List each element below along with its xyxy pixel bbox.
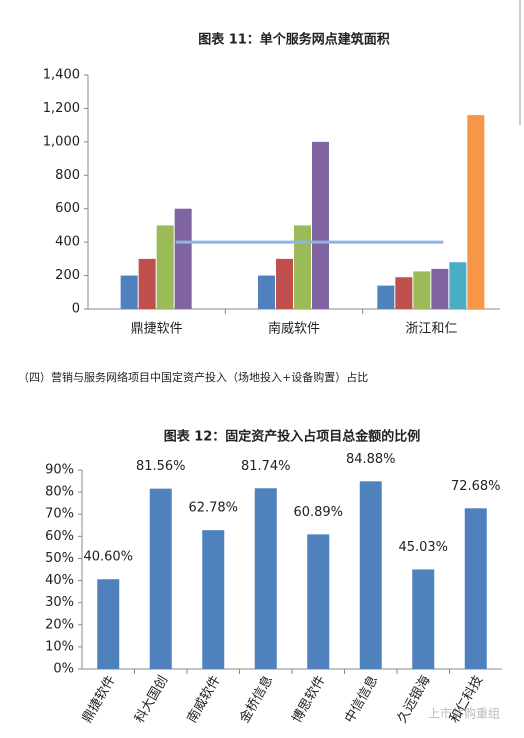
value-label: 72.68% bbox=[451, 479, 501, 494]
bar bbox=[294, 225, 311, 309]
y-tick-label: 0% bbox=[53, 662, 74, 677]
bar bbox=[149, 488, 172, 669]
bar bbox=[464, 508, 487, 669]
x-tick-label: 博思软件 bbox=[290, 673, 329, 726]
bar bbox=[138, 258, 156, 309]
bar bbox=[258, 275, 275, 309]
y-tick-label: 1,400 bbox=[43, 68, 80, 83]
bar bbox=[97, 579, 120, 669]
value-label: 40.60% bbox=[83, 550, 133, 565]
bar bbox=[156, 225, 174, 309]
y-tick-label: 800 bbox=[55, 168, 80, 183]
value-label: 45.03% bbox=[398, 540, 448, 555]
x-tick-label: 浙江和仁 bbox=[405, 322, 457, 337]
bar bbox=[412, 569, 435, 669]
y-tick-label: 40% bbox=[45, 573, 74, 588]
bar bbox=[276, 258, 293, 309]
x-tick-label: 南威软件 bbox=[268, 321, 320, 337]
x-tick-label: 鼎捷软件 bbox=[80, 673, 119, 726]
y-tick-label: 90% bbox=[45, 463, 74, 478]
bar bbox=[431, 268, 449, 309]
chart-title: 图表 11：单个服务网点建筑面积 bbox=[198, 32, 390, 48]
x-tick-label: 中信信息 bbox=[341, 673, 381, 726]
bar bbox=[395, 277, 413, 309]
y-tick-label: 20% bbox=[45, 617, 74, 632]
bar bbox=[359, 481, 382, 669]
y-tick-label: 30% bbox=[45, 595, 74, 610]
value-label: 60.89% bbox=[293, 505, 343, 520]
y-tick-label: 60% bbox=[45, 529, 74, 544]
y-tick-label: 50% bbox=[45, 551, 74, 566]
x-tick-label: 金桥信息 bbox=[236, 673, 276, 726]
watermark: 上市并购重组 bbox=[428, 706, 500, 721]
bar bbox=[254, 488, 277, 669]
bar bbox=[174, 208, 192, 309]
bar bbox=[307, 534, 330, 669]
y-tick-label: 400 bbox=[55, 235, 80, 250]
value-label: 84.88% bbox=[346, 452, 396, 467]
caption: （四）营销与服务网络项目中国定资产投入（场地投入+设备购置）占比 bbox=[18, 370, 368, 384]
y-tick-label: 1,200 bbox=[43, 101, 80, 116]
y-tick-label: 200 bbox=[55, 268, 80, 283]
bar bbox=[377, 285, 395, 309]
y-tick-label: 80% bbox=[45, 485, 74, 500]
bar bbox=[467, 115, 485, 309]
x-tick-label: 南威软件 bbox=[184, 673, 224, 726]
x-tick-label: 科大国创 bbox=[132, 673, 171, 726]
bar bbox=[413, 271, 431, 309]
y-tick-label: 1,000 bbox=[43, 134, 80, 149]
x-tick-label: 鼎捷软件 bbox=[131, 322, 183, 337]
bar bbox=[312, 141, 329, 309]
bar bbox=[449, 262, 467, 309]
y-tick-label: 600 bbox=[55, 201, 80, 216]
value-label: 81.56% bbox=[136, 459, 186, 474]
bar bbox=[120, 275, 138, 309]
y-tick-label: 10% bbox=[45, 639, 74, 654]
value-label: 81.74% bbox=[241, 459, 291, 474]
chart-title: 图表 12：固定资产投入占项目总金额的比例 bbox=[164, 429, 421, 445]
y-tick-label: 70% bbox=[45, 507, 74, 522]
bar bbox=[202, 530, 225, 669]
y-tick-label: 0 bbox=[72, 302, 80, 317]
value-label: 62.78% bbox=[188, 501, 238, 516]
